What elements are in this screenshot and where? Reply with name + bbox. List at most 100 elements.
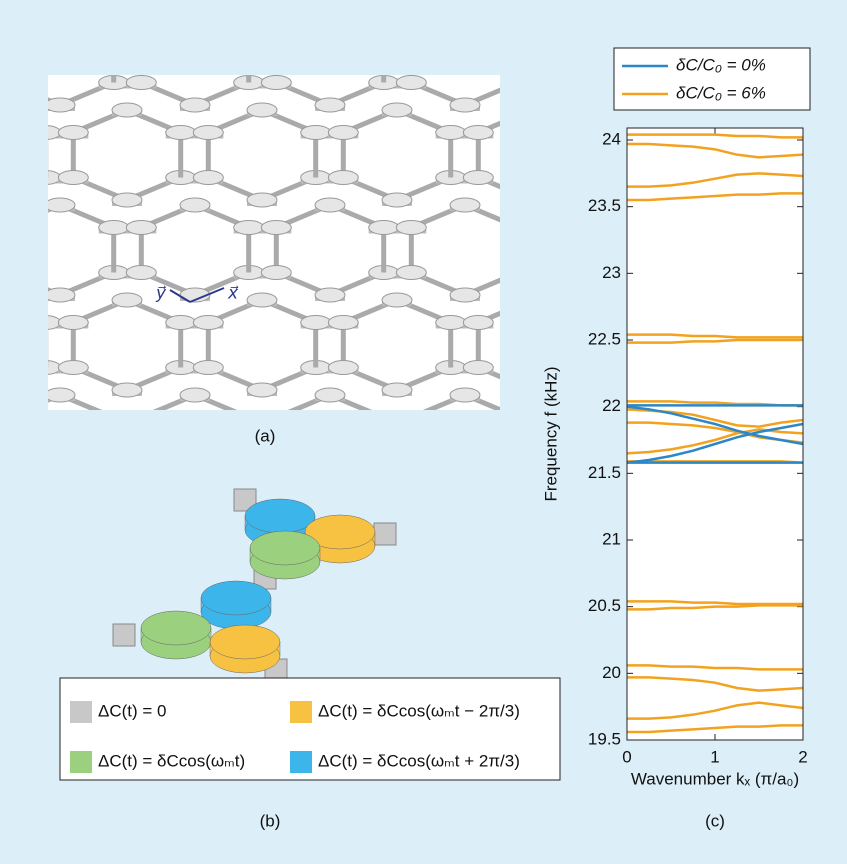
disc — [247, 193, 277, 207]
disc — [247, 383, 277, 397]
y-tick-label: 22 — [602, 396, 621, 415]
disc — [450, 288, 480, 302]
disc — [247, 293, 277, 307]
disc — [261, 266, 291, 280]
cylinder-top — [245, 499, 315, 533]
disc — [369, 221, 399, 235]
disc — [180, 198, 210, 212]
disc — [450, 388, 480, 402]
axis-label: y⃗ — [155, 283, 167, 302]
disc — [301, 126, 331, 140]
disc — [58, 126, 88, 140]
disc — [463, 126, 493, 140]
legend-swatch — [290, 751, 312, 773]
disc — [180, 98, 210, 112]
disc — [463, 361, 493, 375]
disc — [99, 221, 129, 235]
disc — [234, 221, 264, 235]
cylinder-top — [250, 531, 320, 565]
cylinder-top — [210, 625, 280, 659]
disc — [328, 361, 358, 375]
legend-swatch — [70, 751, 92, 773]
disc — [166, 126, 196, 140]
legend-label: ΔC(t) = δCcos(ωₘt) — [98, 751, 245, 770]
legend-label: δC/C₀ = 0% — [676, 55, 766, 74]
cylinder-top — [201, 581, 271, 615]
disc — [58, 171, 88, 185]
x-tick-label: 2 — [798, 747, 807, 766]
disc — [126, 76, 156, 90]
plot-area — [627, 128, 803, 740]
y-tick-label: 21 — [602, 529, 621, 548]
disc — [112, 383, 142, 397]
panel-label: (b) — [260, 811, 281, 830]
axis-label: x⃗ — [227, 283, 239, 302]
disc — [328, 126, 358, 140]
page: y⃗ x⃗ (a) (b) (c) Wavenumber kₓ (π/a₀) F… — [0, 0, 847, 864]
disc — [261, 221, 291, 235]
disc — [193, 171, 223, 185]
disc — [315, 98, 345, 112]
disc — [463, 171, 493, 185]
y-tick-label: 19.5 — [588, 729, 621, 748]
x-axis-label: Wavenumber kₓ (π/a₀) — [631, 769, 799, 788]
disc — [45, 388, 75, 402]
legend-label: ΔC(t) = δCcos(ωₘt − 2π/3) — [318, 701, 520, 720]
y-tick-label: 23.5 — [588, 196, 621, 215]
disc — [396, 221, 426, 235]
disc — [193, 316, 223, 330]
disc — [126, 266, 156, 280]
disc — [382, 383, 412, 397]
disc — [396, 266, 426, 280]
disc — [382, 193, 412, 207]
disc — [58, 361, 88, 375]
disc — [463, 316, 493, 330]
y-tick-label: 22.5 — [588, 329, 621, 348]
y-tick-label: 24 — [602, 129, 621, 148]
x-tick-label: 0 — [622, 747, 631, 766]
disc — [328, 171, 358, 185]
y-tick-label: 21.5 — [588, 463, 621, 482]
disc — [450, 98, 480, 112]
disc — [112, 193, 142, 207]
legend-label: ΔC(t) = δCcos(ωₘt + 2π/3) — [318, 751, 520, 770]
panel-label: (c) — [705, 811, 725, 830]
disc — [45, 198, 75, 212]
disc — [166, 316, 196, 330]
y-tick-label: 20 — [602, 663, 621, 682]
disc — [180, 388, 210, 402]
cube — [113, 624, 135, 646]
disc — [45, 288, 75, 302]
disc — [247, 103, 277, 117]
legend-label: δC/C₀ = 6% — [676, 83, 766, 102]
disc — [382, 293, 412, 307]
disc — [193, 361, 223, 375]
disc — [112, 293, 142, 307]
disc — [382, 103, 412, 117]
legend-swatch — [290, 701, 312, 723]
disc — [112, 103, 142, 117]
legend-swatch — [70, 701, 92, 723]
disc — [301, 316, 331, 330]
disc — [315, 288, 345, 302]
cube — [374, 523, 396, 545]
disc — [315, 198, 345, 212]
cylinder-top — [141, 611, 211, 645]
panel-label: (a) — [255, 426, 276, 445]
y-tick-label: 23 — [602, 263, 621, 282]
y-tick-label: 20.5 — [588, 596, 621, 615]
disc — [436, 316, 466, 330]
disc — [261, 76, 291, 90]
disc — [58, 316, 88, 330]
disc — [45, 98, 75, 112]
legend-label: ΔC(t) = 0 — [98, 701, 167, 720]
disc — [328, 316, 358, 330]
x-tick-label: 1 — [710, 747, 719, 766]
disc — [126, 221, 156, 235]
disc — [436, 126, 466, 140]
disc — [450, 198, 480, 212]
disc — [193, 126, 223, 140]
y-axis-label: Frequency f (kHz) — [541, 366, 560, 501]
disc — [396, 76, 426, 90]
disc — [315, 388, 345, 402]
